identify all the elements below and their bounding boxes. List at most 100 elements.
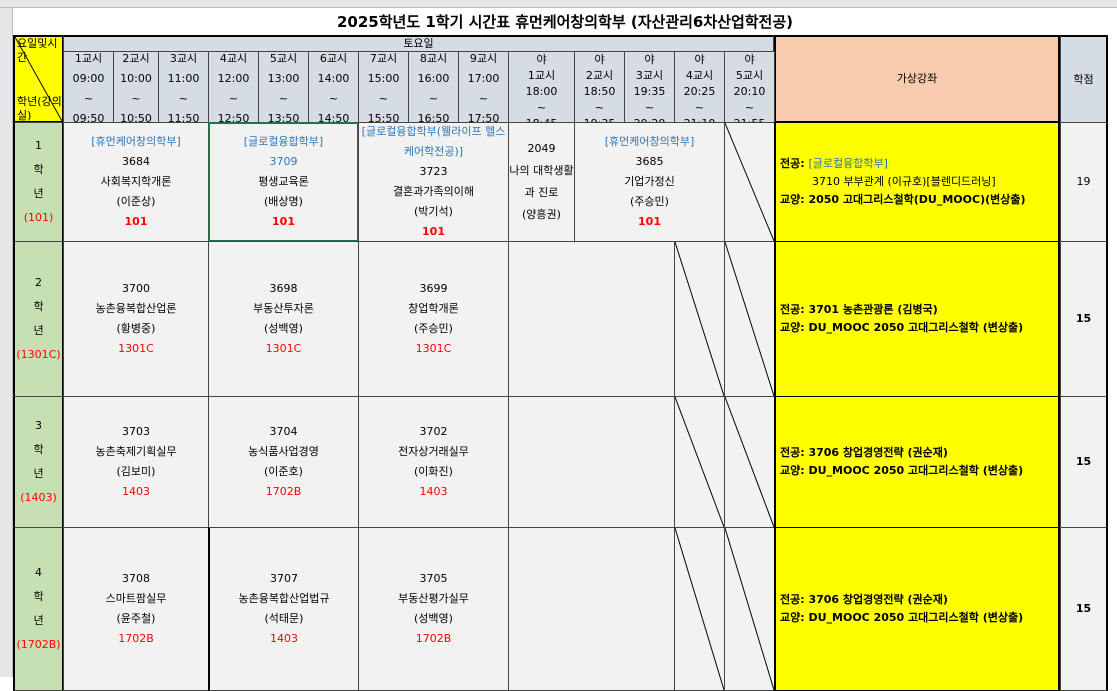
credit-cell[interactable]: 15 [1060, 396, 1108, 528]
period-end: 21:10 [684, 116, 716, 122]
course-cell[interactable]: [휴먼케어창의학부] 3685 기업가정신 (주승민) 101 [574, 122, 725, 242]
night-period-header[interactable]: 야 5교시 20:10 ~ 21:55 [724, 51, 775, 123]
grade-cell[interactable]: 2 학 년 (1301C) [13, 241, 64, 397]
course-room: 1702B [265, 485, 302, 498]
course-cell[interactable]: 3704 농식품사업경영 (이준호) 1702B [208, 396, 359, 528]
period-name: 3교시 [635, 69, 664, 82]
empty-slot[interactable] [724, 241, 775, 397]
grade-cell[interactable]: 1 학 년 (101) [13, 122, 64, 242]
course-cell[interactable]: 3707 농촌융복합산업법규 (석태문) 1403 [208, 527, 359, 691]
period-name: 7교시 [369, 52, 398, 65]
period-sep: ~ [378, 92, 389, 105]
period-header[interactable]: 1교시 09:00 ~ 09:50 [63, 51, 114, 125]
night-period-header[interactable]: 야 4교시 20:25 ~ 21:10 [674, 51, 725, 123]
credit-cell[interactable]: 15 [1060, 527, 1108, 691]
course-cell[interactable]: 3699 창업학개론 (주승민) 1301C [358, 241, 509, 397]
credit-cell[interactable]: 15 [1060, 241, 1108, 397]
period-sep: ~ [178, 92, 189, 105]
period-sep: ~ [644, 101, 655, 114]
course-code: 3723 [419, 165, 448, 178]
course-room: 1301C [265, 342, 302, 355]
credit-header[interactable]: 학점 [1060, 35, 1108, 123]
course-cell[interactable]: 3702 전자상거래실무 (이화진) 1403 [358, 396, 509, 528]
period-end: 12:50 [217, 112, 250, 125]
grade-nyeon: 년 [33, 467, 44, 480]
empty-slot[interactable] [508, 241, 675, 397]
course-cell[interactable]: [글로컬융합학부(웰라이프 헬스케어학전공)] 3723 결혼과가족의이해 (박기석)… [358, 122, 509, 242]
period-header[interactable]: 3교시 11:00 ~ 11:50 [158, 51, 209, 125]
empty-slot[interactable] [508, 527, 675, 691]
column-header-bar[interactable] [0, 0, 1117, 8]
period-header[interactable]: 7교시 15:00 ~ 15:50 [358, 51, 409, 125]
course-code: 3699 [419, 282, 448, 295]
course-name: 전자상거래실무 [398, 445, 469, 458]
period-header[interactable]: 4교시 12:00 ~ 12:50 [208, 51, 259, 125]
virtual-major-course: 전공: 3701 농촌관광론 (김병국) [780, 303, 938, 316]
course-name: 부동산평가실무 [398, 592, 469, 605]
empty-slot[interactable] [724, 396, 775, 528]
period-header[interactable]: 6교시 14:00 ~ 14:50 [308, 51, 359, 125]
course-cell[interactable]: [글로컬융합학부] 3709 평생교육론 (배상명) 101 [208, 122, 359, 242]
period-sep: ~ [228, 92, 239, 105]
empty-slot[interactable] [724, 527, 775, 691]
course-room: 101 [272, 215, 295, 228]
course-code: 3705 [419, 572, 448, 585]
course-name: 농촌축제기획실무 [95, 445, 177, 458]
period-header[interactable]: 8교시 16:00 ~ 16:50 [408, 51, 459, 125]
course-cell[interactable]: [휴먼케어창의학부] 3684 사회복지학개론 (이준상) 101 [63, 122, 209, 242]
period-name: 1교시 [74, 52, 103, 65]
empty-slot[interactable] [674, 396, 725, 528]
virtual-major-label: 전공: [780, 157, 809, 170]
virtual-major-course: 전공: 3706 창업경영전략 (권순재) [780, 593, 948, 606]
course-cell[interactable]: 3700 농촌융복합산업론 (황병중) 1301C [63, 241, 209, 397]
virtual-course-cell[interactable]: 전공: 3706 창업경영전략 (권순재) 교양: DU_MOOC 2050 고대… [774, 396, 1060, 528]
period-header[interactable]: 5교시 13:00 ~ 13:50 [258, 51, 309, 125]
grade-room: (1702B) [16, 638, 61, 651]
virtual-course-cell[interactable]: 전공: [글로컬융합학부] 3710 부부관계 (이규호)[블렌디드러닝] 교양: … [774, 122, 1060, 242]
virtual-course-cell[interactable]: 전공: 3701 농촌관광론 (김병국) 교양: DU_MOOC 2050 고대그… [774, 241, 1060, 397]
night-period-header[interactable]: 야 3교시 19:35 ~ 20:20 [624, 51, 675, 123]
course-cell[interactable]: 3698 부동산투자론 (성백영) 1301C [208, 241, 359, 397]
empty-slot[interactable] [508, 396, 675, 528]
course-cell[interactable]: 3708 스마트팜실무 (윤주철) 1702B [63, 527, 209, 691]
empty-slot[interactable] [724, 122, 775, 242]
course-cell[interactable]: 2049 나의 대학생활과 진로 (양흥권) [508, 122, 575, 242]
course-cell[interactable]: 3705 부동산평가실무 (성백영) 1702B [358, 527, 509, 691]
night-period-header[interactable]: 야 2교시 18:50 ~ 19:35 [574, 51, 625, 123]
night-prefix: 야 [744, 53, 755, 66]
row-header-bar[interactable] [0, 8, 13, 677]
course-name: 농촌융복합산업론 [95, 302, 177, 315]
grade-number: 1 [35, 139, 42, 152]
period-end: 13:50 [267, 112, 300, 125]
course-cell[interactable]: 3703 농촌축제기획실무 (김보미) 1403 [63, 396, 209, 528]
night-prefix: 야 [644, 53, 655, 66]
corner-bottom-label: 학년(강의실) [17, 95, 62, 122]
period-name: 9교시 [469, 52, 498, 65]
course-code: 3702 [419, 425, 448, 438]
grade-cell[interactable]: 3 학 년 (1403) [13, 396, 64, 528]
course-room: 1301C [415, 342, 452, 355]
night-period-header[interactable]: 야 1교시 18:00 ~ 18:45 [508, 51, 575, 123]
credit-cell[interactable]: 19 [1060, 122, 1108, 242]
empty-slot[interactable] [674, 527, 725, 691]
empty-slot[interactable] [674, 241, 725, 397]
period-name: 6교시 [319, 52, 348, 65]
course-professor: (성백영) [414, 612, 453, 625]
period-sep: ~ [594, 101, 605, 114]
period-header[interactable]: 9교시 17:00 ~ 17:50 [458, 51, 509, 125]
corner-cell[interactable]: 요일및시간 학년(강의실) [13, 35, 64, 123]
period-end: 21:55 [734, 116, 766, 122]
grade-nyeon: 년 [33, 324, 44, 337]
course-professor: (이준상) [116, 195, 156, 208]
day-label: 토요일 [403, 37, 434, 50]
grade-cell[interactable]: 4 학 년 (1702B) [13, 527, 64, 691]
course-professor: (성백영) [264, 322, 303, 335]
virtual-course-cell[interactable]: 전공: 3706 창업경영전략 (권순재) 교양: DU_MOOC 2050 고대… [774, 527, 1060, 691]
grade-hak: 학 [33, 590, 44, 603]
period-header[interactable]: 2교시 10:00 ~ 10:50 [113, 51, 159, 125]
diagonal-line [675, 528, 724, 690]
diagonal-line [725, 123, 774, 241]
virtual-header[interactable]: 가상강좌 [774, 35, 1060, 123]
grade-hak: 학 [33, 443, 44, 456]
period-start: 10:00 [120, 72, 152, 85]
